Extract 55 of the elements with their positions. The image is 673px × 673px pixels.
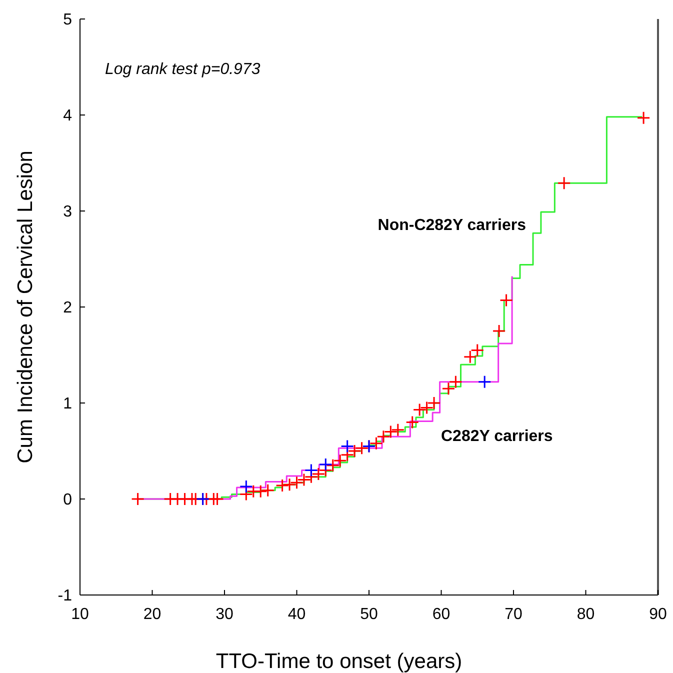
point [210,492,224,506]
point [636,111,650,125]
point [131,492,145,506]
point [478,375,492,389]
x-tick-label: 20 [143,606,162,623]
point [282,478,296,492]
annotation: Log rank test p=0.973 [105,61,260,78]
y-tick-label: 4 [63,108,72,125]
point [500,294,514,308]
point [391,423,405,437]
point [304,463,318,477]
x-tick-label: 30 [216,606,234,623]
y-tick-label: 0 [63,492,72,509]
point [470,343,484,357]
x-tick-label: 90 [649,606,667,623]
point [290,476,304,490]
y-tick-label: 5 [63,12,72,29]
point [318,458,332,472]
point [333,454,347,468]
point [420,401,434,415]
point [384,425,398,439]
point [340,439,354,453]
y-tick-label: 1 [63,396,72,413]
point [254,484,268,498]
x-tick-label: 50 [360,606,378,623]
point [355,441,369,455]
point [463,350,477,364]
series-label: C282Y carriers [441,428,553,445]
point [427,396,441,410]
point [557,176,571,190]
series-label: Non-C282Y carriers [378,217,526,234]
x-tick-label: 70 [504,606,522,623]
point [239,480,253,494]
point [412,402,426,416]
y-tick-label: 2 [63,300,72,317]
point [442,382,456,396]
point [369,436,383,450]
point [297,473,311,487]
y-tick-label: -1 [58,588,72,605]
point [406,415,420,429]
point [348,444,362,458]
point [492,324,506,338]
x-tick-label: 10 [71,606,89,623]
point [448,375,462,389]
x-tick-label: 60 [432,606,450,623]
point [261,484,275,498]
x-tick-label: 40 [288,606,306,623]
point [326,458,340,472]
x-tick-label: 80 [576,606,595,623]
point [312,467,326,481]
point [276,478,290,492]
y-tick-label: 3 [63,204,72,221]
y-axis-title: Cum Incidence of Cervical Lesion [14,150,37,464]
x-axis-title: TTO-Time to onset (years) [216,650,462,673]
point [376,430,390,444]
